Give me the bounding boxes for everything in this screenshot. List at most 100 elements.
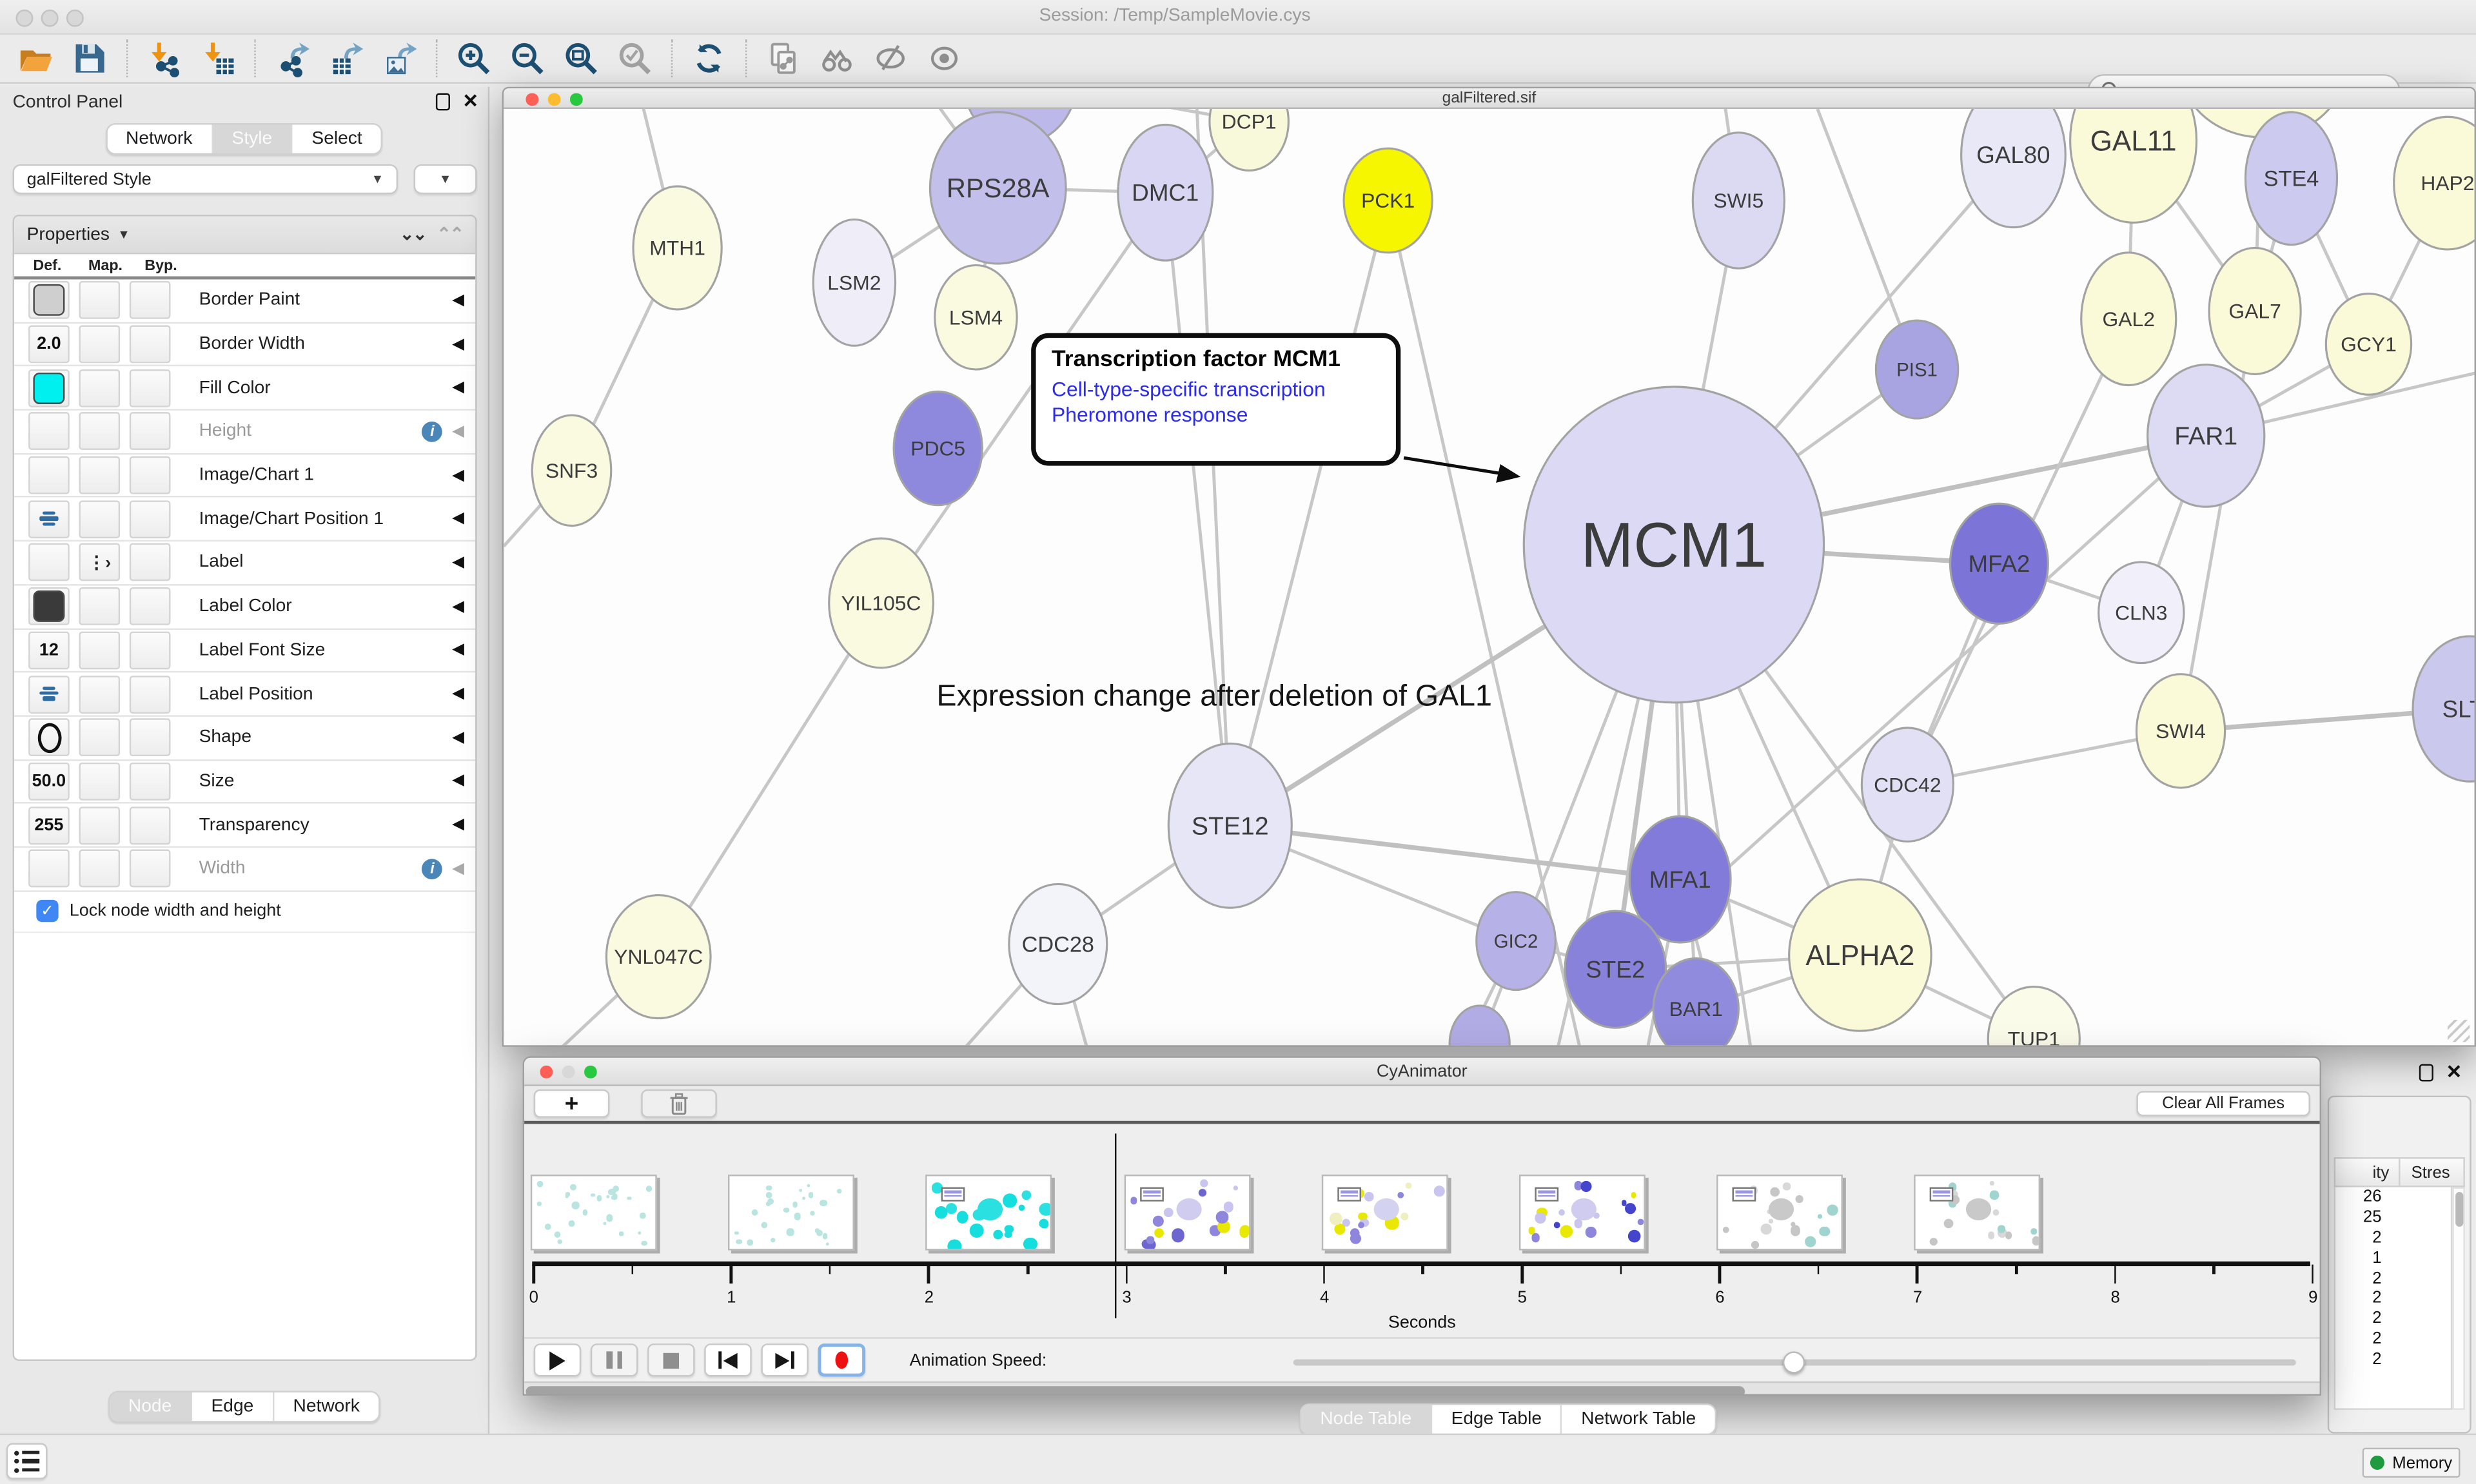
table-column-centrality[interactable]: ity <box>2372 1163 2390 1183</box>
animation-speed-slider[interactable] <box>1293 1351 2296 1373</box>
bypass-cell[interactable] <box>129 675 171 713</box>
property-row-label-color[interactable]: Label Color ◀ <box>14 585 476 629</box>
network-node-MCM1[interactable] <box>1522 386 1825 704</box>
mapping-cell[interactable] <box>79 281 121 320</box>
frame-thumbnail-0[interactable] <box>530 1175 657 1251</box>
property-row-border-paint[interactable]: Border Paint ◀ <box>14 279 476 324</box>
table-column-stress[interactable]: Stres <box>2411 1163 2450 1183</box>
window-minimize-button[interactable] <box>547 93 560 105</box>
tab-network[interactable]: Network <box>274 1392 379 1421</box>
close-panel-icon[interactable]: ✕ <box>2446 1060 2462 1083</box>
bypass-cell[interactable] <box>129 369 171 407</box>
mapping-cell[interactable] <box>79 500 121 538</box>
property-row-image-chart-position-1[interactable]: Image/Chart Position 1 ◀ <box>14 498 476 542</box>
window-close-button[interactable] <box>15 8 34 26</box>
network-node-SWI5[interactable] <box>1691 132 1785 269</box>
bypass-cell[interactable] <box>129 413 171 451</box>
mapping-cell[interactable]: ⋮› <box>79 543 121 582</box>
frame-thumbnail-1[interactable] <box>728 1175 855 1251</box>
default-value-cell[interactable]: 2.0 <box>28 325 70 364</box>
bypass-cell[interactable] <box>129 718 171 757</box>
network-node-GAL2[interactable] <box>2080 251 2177 387</box>
frame-thumbnail-6[interactable] <box>1716 1175 1843 1251</box>
bypass-cell[interactable] <box>129 850 171 888</box>
bypass-cell[interactable] <box>129 806 171 845</box>
expand-row-icon[interactable]: ◀ <box>452 598 464 616</box>
network-window-titlebar[interactable]: galFiltered.sif <box>504 88 2475 109</box>
mapping-cell[interactable] <box>79 631 121 669</box>
default-value-cell[interactable] <box>28 587 70 626</box>
float-panel-icon[interactable] <box>435 93 450 111</box>
mapping-cell[interactable] <box>79 456 121 494</box>
expand-row-icon[interactable]: ◀ <box>452 554 464 572</box>
table-cell[interactable]: 26 <box>2363 1187 2382 1207</box>
network-node-cut-bottom[interactable] <box>1448 1004 1511 1047</box>
mapping-cell[interactable] <box>79 762 121 801</box>
default-value-cell[interactable]: 255 <box>28 806 70 845</box>
network-node-CDC42[interactable] <box>1860 727 1954 843</box>
bypass-cell[interactable] <box>129 281 171 320</box>
lock-size-row[interactable]: ✓ Lock node width and height <box>14 892 476 933</box>
tab-select[interactable]: Select <box>293 124 382 153</box>
network-node-GAL11[interactable] <box>2069 108 2198 224</box>
mapping-cell[interactable] <box>79 675 121 713</box>
mapping-cell[interactable] <box>79 325 121 364</box>
save-session-icon[interactable] <box>66 38 113 79</box>
slider-handle[interactable] <box>1782 1351 1805 1373</box>
expand-row-icon[interactable]: ◀ <box>452 728 464 747</box>
network-node-BAR1[interactable] <box>1652 957 1740 1047</box>
bypass-cell[interactable] <box>129 762 171 801</box>
bypass-cell[interactable] <box>129 456 171 494</box>
property-row-height[interactable]: Height i ◀ <box>14 411 476 454</box>
network-node-PDC5[interactable] <box>892 390 983 507</box>
expand-row-icon[interactable]: ◀ <box>452 860 464 878</box>
zoom-fit-icon[interactable] <box>557 38 604 79</box>
expand-row-icon[interactable]: ◀ <box>452 335 464 353</box>
property-row-label-position[interactable]: Label Position ◀ <box>14 673 476 717</box>
expand-row-icon[interactable]: ◀ <box>452 510 464 528</box>
skip-to-start-button[interactable] <box>704 1343 752 1377</box>
window-close-button[interactable] <box>526 93 538 105</box>
tab-network-table[interactable]: Network Table <box>1562 1405 1715 1434</box>
property-row-width[interactable]: Width i ◀ <box>14 848 476 892</box>
add-frame-button[interactable]: + <box>533 1089 610 1118</box>
style-options-button[interactable]: ▼ <box>413 164 477 195</box>
window-minimize-button[interactable] <box>562 1066 575 1078</box>
close-panel-icon[interactable]: ✕ <box>462 90 479 112</box>
checkbox-checked-icon[interactable]: ✓ <box>36 900 59 923</box>
bypass-cell[interactable] <box>129 631 171 669</box>
network-node-STE2[interactable] <box>1564 910 1667 1029</box>
zoom-out-icon[interactable] <box>504 38 551 79</box>
network-node-MFA2[interactable] <box>1949 502 2049 625</box>
table-scrollbar[interactable] <box>2452 1187 2465 1410</box>
network-node-CDC28[interactable] <box>1008 883 1108 1006</box>
frame-thumbnail-7[interactable] <box>1914 1175 2041 1251</box>
bypass-cell[interactable] <box>129 325 171 364</box>
table-rows[interactable]: 26 25 2 1 2 2 2 2 2 <box>2334 1187 2453 1410</box>
network-node-DMC1[interactable] <box>1117 123 1214 262</box>
table-cell[interactable]: 2 <box>2372 1289 2382 1308</box>
default-value-cell[interactable] <box>28 500 70 538</box>
clear-all-frames-button[interactable]: Clear All Frames <box>2136 1091 2310 1117</box>
style-selector[interactable]: galFiltered Style ▼ <box>12 164 398 195</box>
network-node-MTH1[interactable] <box>632 185 723 311</box>
timeline-scrollbar[interactable] <box>524 1381 2320 1394</box>
network-node-LSM2[interactable] <box>812 218 897 347</box>
property-row-border-width[interactable]: 2.0 Border Width ◀ <box>14 323 476 367</box>
open-session-icon[interactable] <box>13 38 60 79</box>
network-node-PIS1[interactable] <box>1874 319 1960 420</box>
property-row-label[interactable]: ⋮› Label ◀ <box>14 542 476 586</box>
network-node-GIC2[interactable] <box>1475 891 1557 991</box>
table-cell[interactable]: 25 <box>2363 1207 2382 1227</box>
default-value-cell[interactable]: 50.0 <box>28 762 70 801</box>
expand-row-icon[interactable]: ◀ <box>452 641 464 659</box>
delete-frame-button[interactable] <box>641 1089 717 1118</box>
property-row-fill-color[interactable]: Fill Color ◀ <box>14 367 476 411</box>
timeline[interactable]: Seconds 0 1 2 3 4 5 6 7 8 9 <box>524 1124 2320 1338</box>
bypass-cell[interactable] <box>129 500 171 538</box>
network-node-SLT2[interactable] <box>2412 635 2475 783</box>
table-cell[interactable]: 2 <box>2372 1350 2382 1369</box>
mapping-cell[interactable] <box>79 806 121 845</box>
default-value-cell[interactable] <box>28 413 70 451</box>
network-node-GAL80[interactable] <box>1960 108 2067 229</box>
